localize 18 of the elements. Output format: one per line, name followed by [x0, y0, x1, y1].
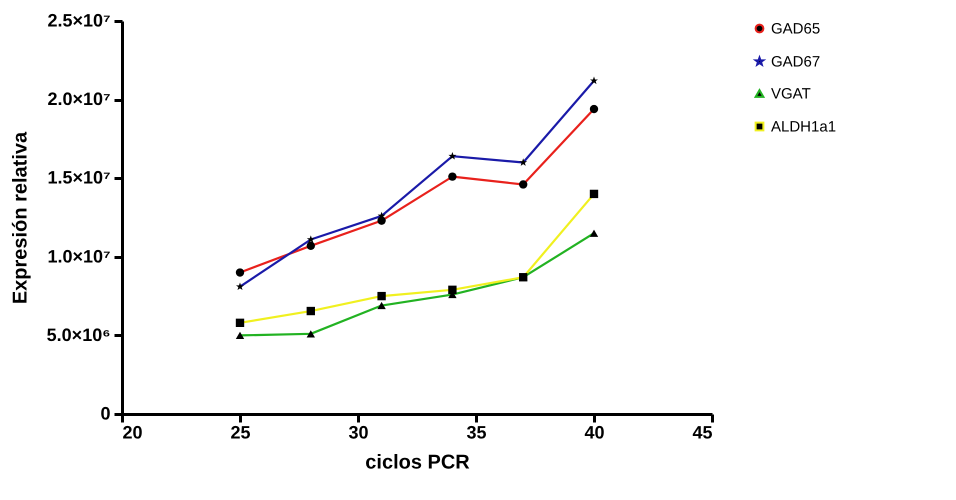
legend-label: GAD65 [771, 20, 820, 38]
x-tick-label: 20 [122, 422, 143, 442]
x-tick-label: 45 [692, 422, 712, 442]
legend-label: ALDH1a1 [771, 118, 836, 136]
x-tick-label: 40 [584, 422, 605, 442]
y-tick-label: 1.0×10⁷ [48, 246, 110, 266]
y-tick-label: 2.0×10⁷ [48, 89, 110, 110]
y-tick-label: 0 [100, 404, 110, 424]
y-tick-label: 2.5×10⁷ [48, 10, 110, 30]
legend-label: GAD67 [771, 54, 820, 70]
y-tick-label: 5.0×10⁶ [46, 324, 110, 345]
x-tick-label: 35 [466, 422, 487, 442]
y-tick-label: 1.5×10⁷ [48, 168, 110, 188]
x-tick-label: 25 [230, 422, 251, 442]
y-axis-title: Expresión relativa [10, 130, 32, 304]
x-axis-title: ciclos PCR [365, 452, 470, 474]
x-tick-label: 30 [348, 422, 369, 442]
legend-label: VGAT [771, 86, 811, 102]
